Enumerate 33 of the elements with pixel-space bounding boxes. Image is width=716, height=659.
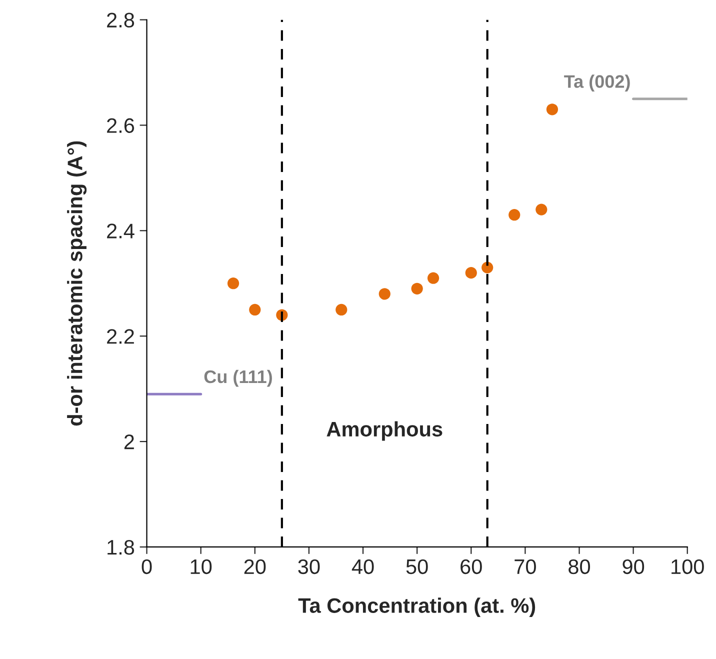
x-tick-label: 80: [568, 559, 590, 574]
x-tick-label: 50: [406, 559, 428, 574]
y-tick-label: 2.8: [107, 12, 134, 28]
point: [482, 262, 494, 274]
point: [227, 278, 240, 290]
x-tick-label: 90: [622, 559, 644, 574]
point: [249, 304, 261, 316]
y-tick-label: 1.8: [108, 540, 134, 555]
x-tick-label: 100: [672, 559, 704, 574]
point: [427, 272, 440, 284]
series-label: Ta (002): [564, 74, 630, 92]
x-tick-label: 30: [298, 559, 320, 574]
x-tick-label: 70: [514, 559, 536, 574]
point: [378, 288, 390, 300]
series-label: Cu (111): [204, 370, 272, 387]
point: [546, 104, 558, 116]
x-axis-title: Ta Concentration (at. %): [298, 598, 536, 618]
y-axis-title: d-or interatomic spacing (A°): [67, 141, 87, 426]
point: [336, 304, 348, 316]
x-tick-label: 20: [244, 559, 266, 574]
y-tick-label: 2.6: [107, 118, 134, 133]
x-tick-label: 0: [142, 559, 152, 574]
point: [411, 282, 423, 294]
point: [536, 204, 548, 216]
y-tick-label: 2.4: [107, 224, 134, 238]
x-tick-label: 60: [460, 559, 482, 574]
y-tick-label: 2: [124, 434, 134, 450]
point: [508, 209, 520, 221]
annotation: Amorphous: [326, 421, 442, 441]
y-tick-label: 2.2: [107, 329, 134, 344]
x-tick-label: 40: [352, 559, 374, 574]
point: [465, 267, 477, 279]
x-tick-label: 10: [190, 559, 212, 574]
